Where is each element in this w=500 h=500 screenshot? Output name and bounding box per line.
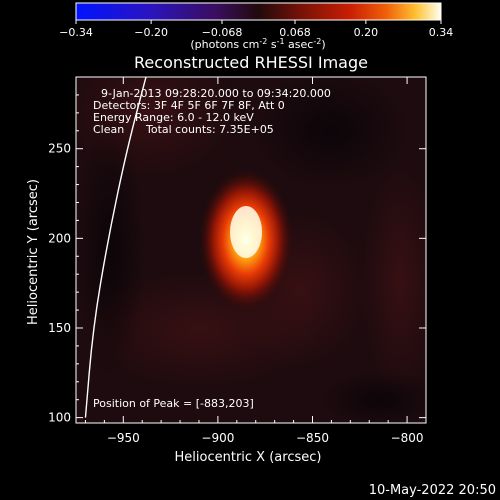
y-axis-ticks: 100 150 200 250 <box>48 76 426 425</box>
colorbar-tick-label: 0.20 <box>354 26 379 39</box>
colorbar-ticks: −0.34 −0.20 −0.068 0.068 0.20 0.34 <box>59 20 453 39</box>
solar-limb-curve <box>84 77 147 418</box>
heatmap-image <box>76 77 426 423</box>
y-tick-label: 200 <box>48 231 71 245</box>
colorbar-tick-label: 0.34 <box>429 26 454 39</box>
info-total-counts: Total counts: 7.35E+05 <box>145 123 274 136</box>
colorbar-tick-label: 0.068 <box>279 26 311 39</box>
info-energy-range: Energy Range: 6.0 - 12.0 keV <box>93 111 254 124</box>
x-tick-label: −850 <box>296 431 329 445</box>
plot-title: Reconstructed RHESSI Image <box>134 53 368 72</box>
colorbar-unit-label: (photons cm-2 s-1 asec-2) <box>190 37 325 51</box>
y-axis-label: Heliocentric Y (arcsec) <box>26 179 41 325</box>
info-detectors: Detectors: 3F 4F 5F 6F 7F 8F, Att 0 <box>93 99 285 112</box>
x-axis-ticks: −950 −900 −850 −800 <box>84 77 427 445</box>
colorbar <box>75 2 442 21</box>
colorbar-tick-label: −0.20 <box>134 26 168 39</box>
colorbar-tick-label: −0.068 <box>202 26 243 39</box>
colorbar-tick-label: −0.34 <box>59 26 93 39</box>
x-tick-label: −950 <box>107 431 140 445</box>
info-method: Clean <box>93 123 124 136</box>
x-axis-label: Heliocentric X (arcsec) <box>175 450 322 465</box>
footer-date: 10-May-2022 20:50 <box>369 483 496 498</box>
y-tick-label: 250 <box>48 142 71 156</box>
y-tick-label: 150 <box>48 321 71 335</box>
peak-position-label: Position of Peak = [-883,203] <box>93 397 254 410</box>
x-tick-label: −800 <box>391 431 424 445</box>
y-tick-label: 100 <box>48 411 71 425</box>
plot-frame <box>75 76 427 424</box>
x-tick-label: −900 <box>201 431 234 445</box>
info-time-range: 9-Jan-2013 09:28:20.000 to 09:34:20.000 <box>101 87 331 100</box>
